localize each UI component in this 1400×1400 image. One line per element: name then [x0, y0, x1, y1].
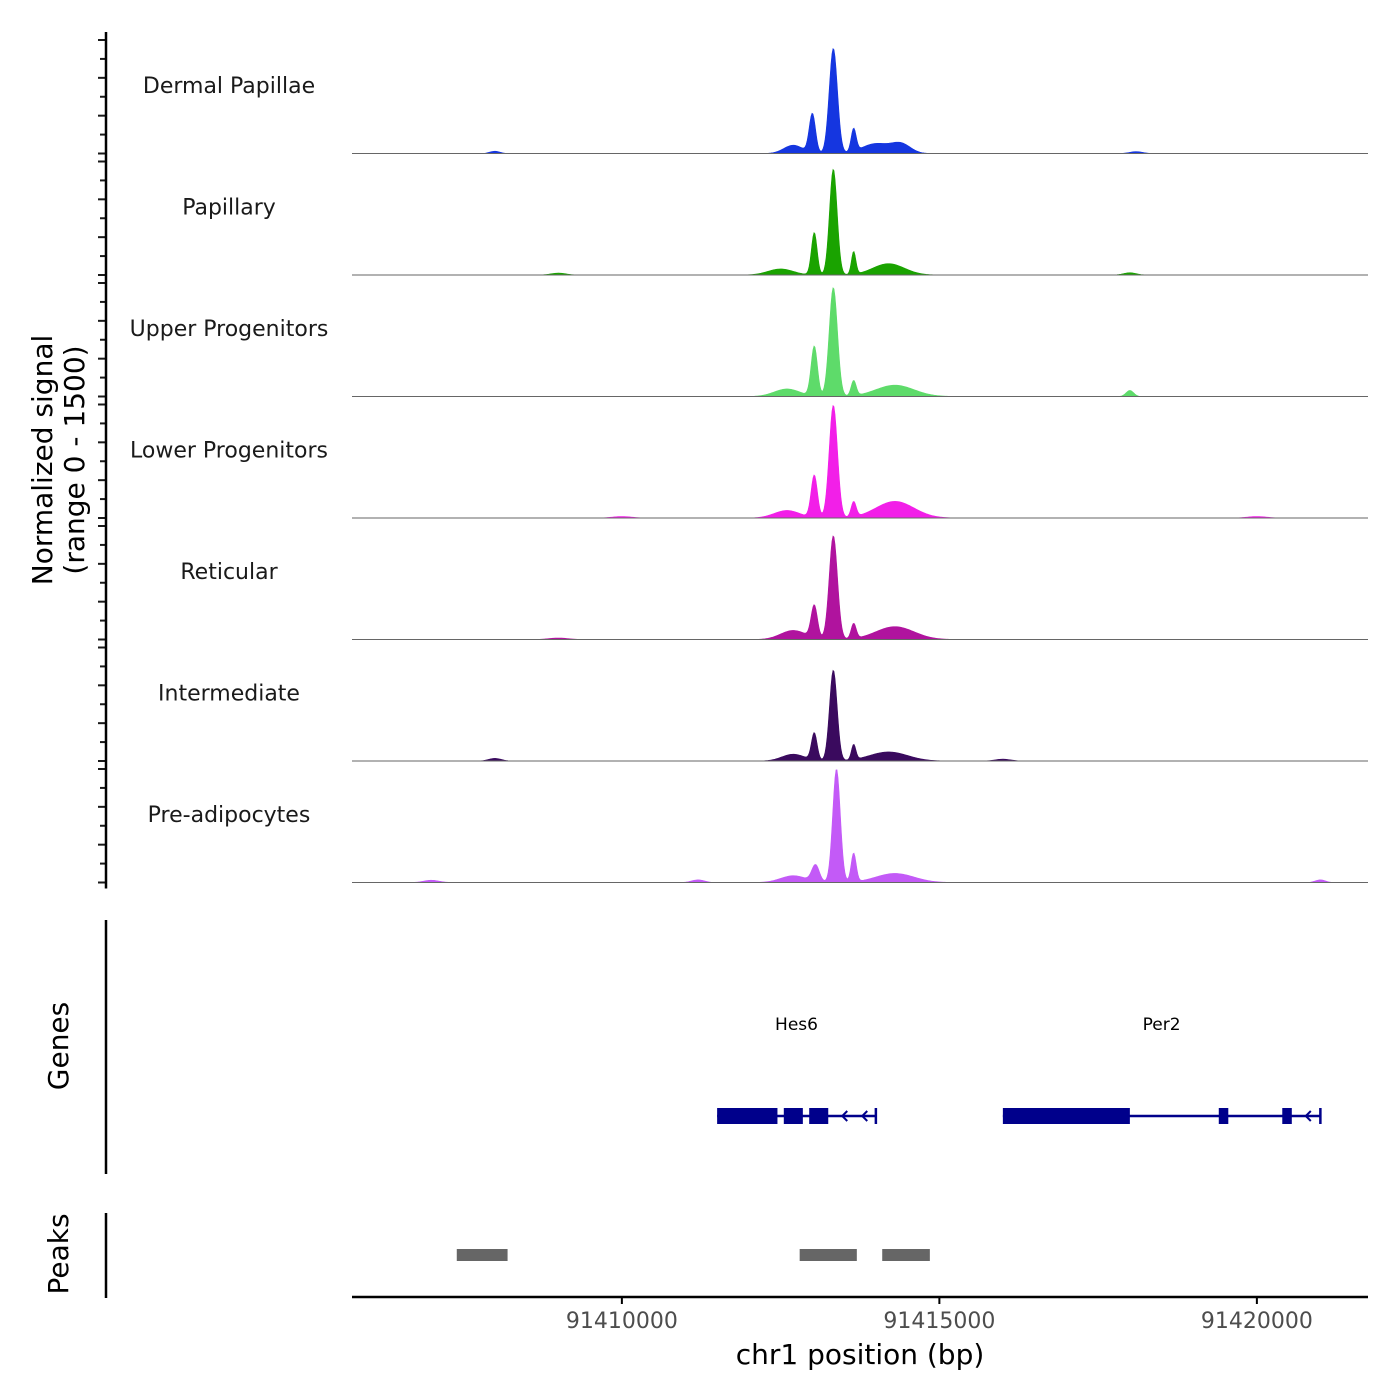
y-axis-title-line2: (range 0 - 1500) [58, 345, 91, 574]
gene-exon [1002, 1108, 1130, 1124]
gene-track: Hes6 Per2 [104, 920, 1322, 1174]
gene-label: Hes6 [775, 1015, 818, 1035]
x-tick-label: 91410000 [566, 1309, 678, 1334]
track-label: Reticular [180, 560, 278, 585]
gene-exon [717, 1108, 778, 1124]
track-labels: Dermal Papillae Papillary Upper Progenitor… [130, 74, 329, 828]
coverage-area-5 [352, 535, 1368, 640]
track-label: Lower Progenitors [130, 438, 328, 463]
peaks-track-title: Peaks [42, 1213, 75, 1294]
coverage-tracks [352, 47, 1368, 883]
track-label: Intermediate [158, 681, 300, 706]
peak-region [882, 1249, 930, 1261]
peak-region [456, 1249, 508, 1261]
gene-exon [1218, 1108, 1229, 1124]
coverage-area-7 [352, 769, 1368, 883]
coverage-area-3 [352, 287, 1368, 397]
gene-exon [1282, 1108, 1292, 1124]
x-tick-label: 91420000 [1201, 1309, 1313, 1334]
genes-track-title: Genes [42, 1002, 75, 1090]
gene-exon [809, 1108, 829, 1124]
x-axis-title: chr1 position (bp) [736, 1338, 985, 1371]
coverage-area-4 [352, 404, 1368, 519]
coverage-area-1 [352, 47, 1368, 154]
coverage-area-2 [352, 168, 1368, 276]
gene-exon [783, 1108, 803, 1124]
y-axis-title-line1: Normalized signal [26, 335, 59, 586]
strand-arrow [1304, 1110, 1312, 1122]
gene-label: Per2 [1143, 1015, 1181, 1035]
strand-arrow [860, 1110, 868, 1122]
track-label: Pre-adipocytes [148, 803, 311, 828]
peak-region [799, 1249, 857, 1261]
x-axis: 91410000 91415000 91420000 [352, 1295, 1368, 1334]
track-label: Upper Progenitors [130, 317, 329, 342]
y-axes [98, 32, 108, 889]
track-label: Papillary [182, 195, 276, 220]
coverage-area-6 [352, 669, 1368, 762]
track-label: Dermal Papillae [143, 74, 315, 99]
strand-arrow [840, 1110, 848, 1122]
peak-track [104, 1213, 930, 1298]
x-tick-label: 91415000 [883, 1309, 995, 1334]
